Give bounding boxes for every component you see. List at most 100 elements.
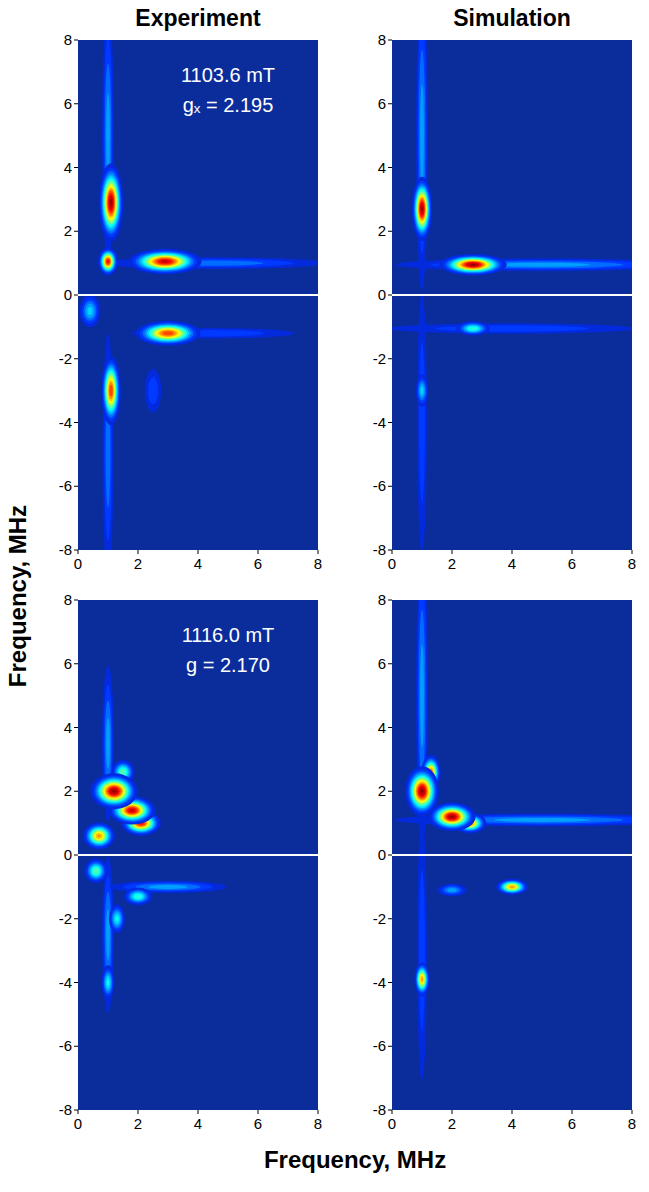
x-tick [198, 1110, 199, 1114]
peak-contour [441, 810, 464, 824]
peak-contour [93, 775, 135, 807]
peak-contour [102, 965, 115, 999]
peak-contour [101, 781, 128, 801]
peak-contour [105, 257, 112, 267]
peak-contour [156, 329, 180, 338]
peak-contour [141, 253, 190, 270]
peak-contour [418, 196, 426, 221]
peak-contour [108, 787, 120, 796]
peak-contour [91, 829, 106, 842]
peak-contour [97, 778, 131, 804]
y-tick [388, 295, 392, 296]
peak-contour [82, 298, 98, 324]
peak-contour [467, 263, 479, 267]
peak-contour [104, 180, 118, 225]
peak-contour [86, 861, 105, 881]
peak-contour [444, 812, 460, 822]
peak-contour [105, 182, 118, 223]
peak-contour [439, 809, 466, 825]
y-tick [388, 1110, 392, 1111]
peak-contour [104, 876, 113, 994]
peak-contour [443, 255, 502, 274]
peak-contour [106, 718, 110, 769]
peak-contour [128, 249, 201, 275]
x-tick [318, 550, 319, 554]
y-tick [74, 1046, 78, 1047]
peak-contour [83, 822, 115, 849]
peak-contour [494, 818, 590, 822]
y-tick [388, 918, 392, 919]
peak-contour [419, 610, 425, 782]
y-tick-label: -2 [373, 350, 386, 367]
peak-contour [158, 259, 173, 264]
peak-contour [107, 191, 114, 214]
x-tick-label: 0 [74, 1115, 82, 1132]
x-tick-label: 6 [568, 1115, 576, 1132]
peak-contour [113, 911, 121, 926]
peak-contour [411, 774, 434, 808]
peak-contour [106, 187, 115, 218]
y-tick-label: 8 [64, 591, 72, 608]
y-tick-label: 8 [64, 31, 72, 48]
y-tick-label: 6 [64, 655, 72, 672]
peak-contour [412, 777, 431, 806]
peak-contour [470, 264, 476, 266]
y-tick [74, 791, 78, 792]
y-tick-label: -2 [59, 910, 72, 927]
x-tick [452, 550, 453, 554]
y-tick-label: -2 [59, 350, 72, 367]
x-tick [138, 1110, 139, 1114]
peak-contour [441, 885, 463, 894]
x-tick-label: 4 [194, 555, 202, 572]
y-tick [388, 727, 392, 728]
y-tick-label: 4 [378, 159, 386, 176]
x-tick-label: 0 [388, 555, 396, 572]
peak-contour [147, 325, 189, 341]
peak-contour [416, 191, 428, 228]
peak-contour [112, 909, 123, 928]
peak-contour [105, 368, 118, 413]
peak-contour [103, 255, 113, 269]
plot-area [78, 600, 318, 1110]
peak-contour [110, 788, 119, 795]
peak-contour [462, 324, 485, 334]
peak-contour [124, 888, 152, 906]
peak-contour [107, 979, 109, 985]
peak-contour [450, 815, 454, 818]
peak-contour [412, 776, 433, 807]
peak-contour [410, 773, 435, 810]
y-tick [74, 855, 78, 856]
peak-contour [101, 171, 120, 234]
y-tick-label: -8 [59, 541, 72, 558]
x-tick [198, 550, 199, 554]
peak-contour [419, 383, 425, 398]
peak-contour [134, 894, 143, 900]
peak-contour [431, 804, 473, 829]
peak-contour [106, 374, 115, 407]
peak-contour [443, 811, 461, 822]
peak-contour [150, 256, 180, 267]
y-tick [388, 167, 392, 168]
peak-contour [106, 258, 110, 264]
peak-contour [109, 382, 114, 399]
y-tick-label: -8 [59, 1101, 72, 1118]
y-tick-label: 4 [64, 159, 72, 176]
peak-contour [502, 882, 522, 892]
panel-title: Simulation [453, 5, 571, 31]
peak-contour [413, 778, 431, 804]
peak-contour [153, 257, 176, 265]
peak-contour [416, 40, 428, 291]
peak-contour [418, 785, 426, 797]
x-tick-label: 4 [508, 1115, 516, 1132]
y-tick-label: 0 [378, 286, 386, 303]
peak-contour [136, 251, 194, 271]
peak-contour [100, 168, 121, 238]
peak-contour [505, 883, 519, 890]
zero-line [392, 294, 632, 296]
y-tick-label: -4 [59, 974, 72, 991]
peak-contour [498, 880, 525, 894]
peak-contour [90, 865, 101, 877]
peak-contour [106, 185, 117, 219]
peak-contour [80, 295, 101, 328]
y-tick [388, 358, 392, 359]
